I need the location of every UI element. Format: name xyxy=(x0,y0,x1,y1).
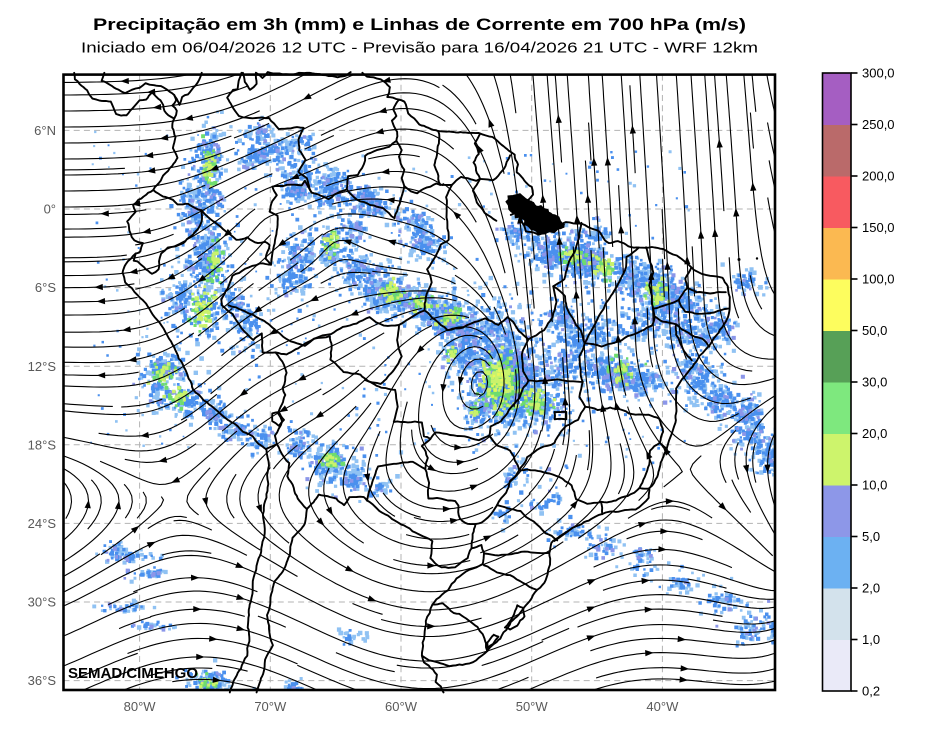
svg-text:100,0: 100,0 xyxy=(862,272,895,287)
svg-text:5,0: 5,0 xyxy=(862,529,880,544)
svg-text:18°S: 18°S xyxy=(28,437,57,452)
svg-text:10,0: 10,0 xyxy=(862,478,887,493)
svg-text:40°W: 40°W xyxy=(646,699,679,714)
svg-text:200,0: 200,0 xyxy=(862,169,895,184)
svg-text:2,0: 2,0 xyxy=(862,581,880,596)
svg-text:20,0: 20,0 xyxy=(862,426,887,441)
svg-text:1,0: 1,0 xyxy=(862,632,880,647)
svg-text:6°N: 6°N xyxy=(34,123,56,138)
svg-text:12°S: 12°S xyxy=(28,359,57,374)
svg-text:60°W: 60°W xyxy=(385,699,418,714)
svg-text:36°S: 36°S xyxy=(28,673,57,688)
svg-text:80°W: 80°W xyxy=(124,699,157,714)
svg-text:24°S: 24°S xyxy=(28,516,57,531)
svg-text:SEMAD/CIMEHGO: SEMAD/CIMEHGO xyxy=(68,665,198,682)
svg-text:250,0: 250,0 xyxy=(862,117,895,132)
svg-text:0°: 0° xyxy=(44,202,56,217)
svg-text:150,0: 150,0 xyxy=(862,220,895,235)
svg-text:300,0: 300,0 xyxy=(862,66,895,81)
svg-text:70°W: 70°W xyxy=(254,699,287,714)
svg-text:Precipitação em 3h (mm) e Linh: Precipitação em 3h (mm) e Linhas de Corr… xyxy=(93,16,746,34)
svg-text:0,2: 0,2 xyxy=(862,684,880,699)
svg-text:6°S: 6°S xyxy=(35,280,56,295)
svg-text:50°W: 50°W xyxy=(516,699,549,714)
svg-text:50,0: 50,0 xyxy=(862,323,887,338)
svg-text:30,0: 30,0 xyxy=(862,375,887,390)
svg-text:30°S: 30°S xyxy=(28,595,57,610)
svg-text:Iniciado em 06/04/2026 12 UTC: Iniciado em 06/04/2026 12 UTC - Previsão… xyxy=(81,40,758,57)
